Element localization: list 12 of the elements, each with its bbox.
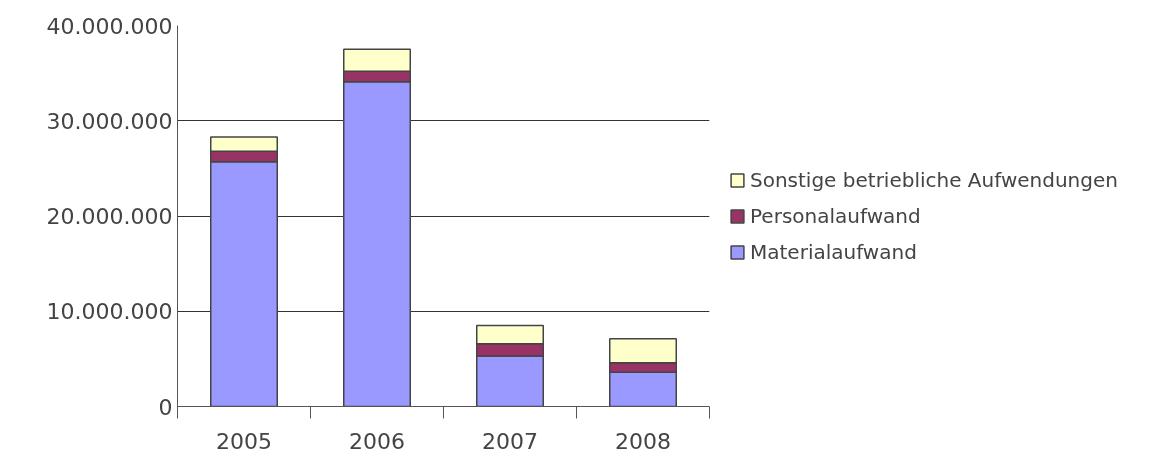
x-tick-label: 2005 — [216, 428, 273, 454]
y-tick-label: 40.000.000 — [46, 13, 173, 39]
x-tick-label: 2008 — [615, 428, 672, 454]
y-tick-label: 30.000.000 — [46, 108, 173, 134]
x-tick-label: 2007 — [482, 428, 539, 454]
legend-label: Materialaufwand — [750, 239, 917, 264]
legend-label: Personalaufwand — [750, 203, 921, 228]
y-tick-label: 20.000.000 — [46, 204, 173, 229]
legend-label: Sonstige betriebliche Aufwendungen — [750, 167, 1118, 192]
y-tick-label: 0 — [158, 394, 173, 420]
x-tick-label: 2006 — [349, 428, 406, 454]
y-tick-label: 10.000.000 — [46, 299, 173, 325]
